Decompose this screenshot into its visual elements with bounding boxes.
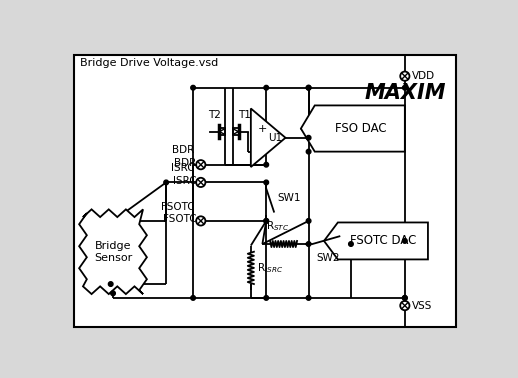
Circle shape [402,296,407,300]
Text: VDD: VDD [412,71,435,81]
Circle shape [264,218,268,223]
Circle shape [306,149,311,154]
Text: FSO DAC: FSO DAC [335,122,386,135]
Circle shape [400,301,409,310]
Text: SW1: SW1 [277,193,300,203]
Circle shape [306,296,311,300]
Text: FSOTC DAC: FSOTC DAC [351,234,417,248]
Text: R$_{STC}$: R$_{STC}$ [266,220,290,233]
Text: Bridge: Bridge [95,240,131,251]
Polygon shape [324,223,428,259]
Circle shape [400,71,409,81]
Polygon shape [301,105,405,152]
Circle shape [402,239,407,243]
Text: Sensor: Sensor [94,253,132,263]
Text: BDR: BDR [172,146,195,155]
Circle shape [191,85,195,90]
Circle shape [264,296,268,300]
Circle shape [306,85,311,90]
Polygon shape [79,209,147,294]
Circle shape [402,296,407,300]
Text: FSOTC: FSOTC [163,214,196,225]
Text: U1: U1 [268,133,282,143]
Text: T2: T2 [208,110,221,120]
Circle shape [196,178,206,187]
Text: ISRC: ISRC [171,163,195,173]
Circle shape [306,242,311,246]
Polygon shape [251,108,285,167]
Circle shape [111,291,116,296]
Text: ISRC: ISRC [172,176,196,186]
Text: R$_{ISRC}$: R$_{ISRC}$ [257,261,283,275]
Text: BDR: BDR [174,158,196,168]
Text: FSOTC: FSOTC [161,202,195,212]
Circle shape [349,242,353,246]
Circle shape [264,180,268,185]
Circle shape [164,180,168,185]
Circle shape [196,160,206,169]
Circle shape [191,296,195,300]
Circle shape [264,85,268,90]
Circle shape [306,85,311,90]
Text: VSS: VSS [412,301,432,311]
Text: SW2: SW2 [316,253,340,263]
Circle shape [402,85,407,90]
Text: T1: T1 [238,110,251,120]
Text: Bridge Drive Voltage.vsd: Bridge Drive Voltage.vsd [80,58,218,68]
Circle shape [264,163,268,167]
Circle shape [108,282,113,287]
Text: +: + [258,124,267,133]
Circle shape [306,135,311,140]
Circle shape [196,216,206,226]
Circle shape [264,218,268,223]
Circle shape [306,218,311,223]
Text: MAXIM: MAXIM [364,83,445,103]
